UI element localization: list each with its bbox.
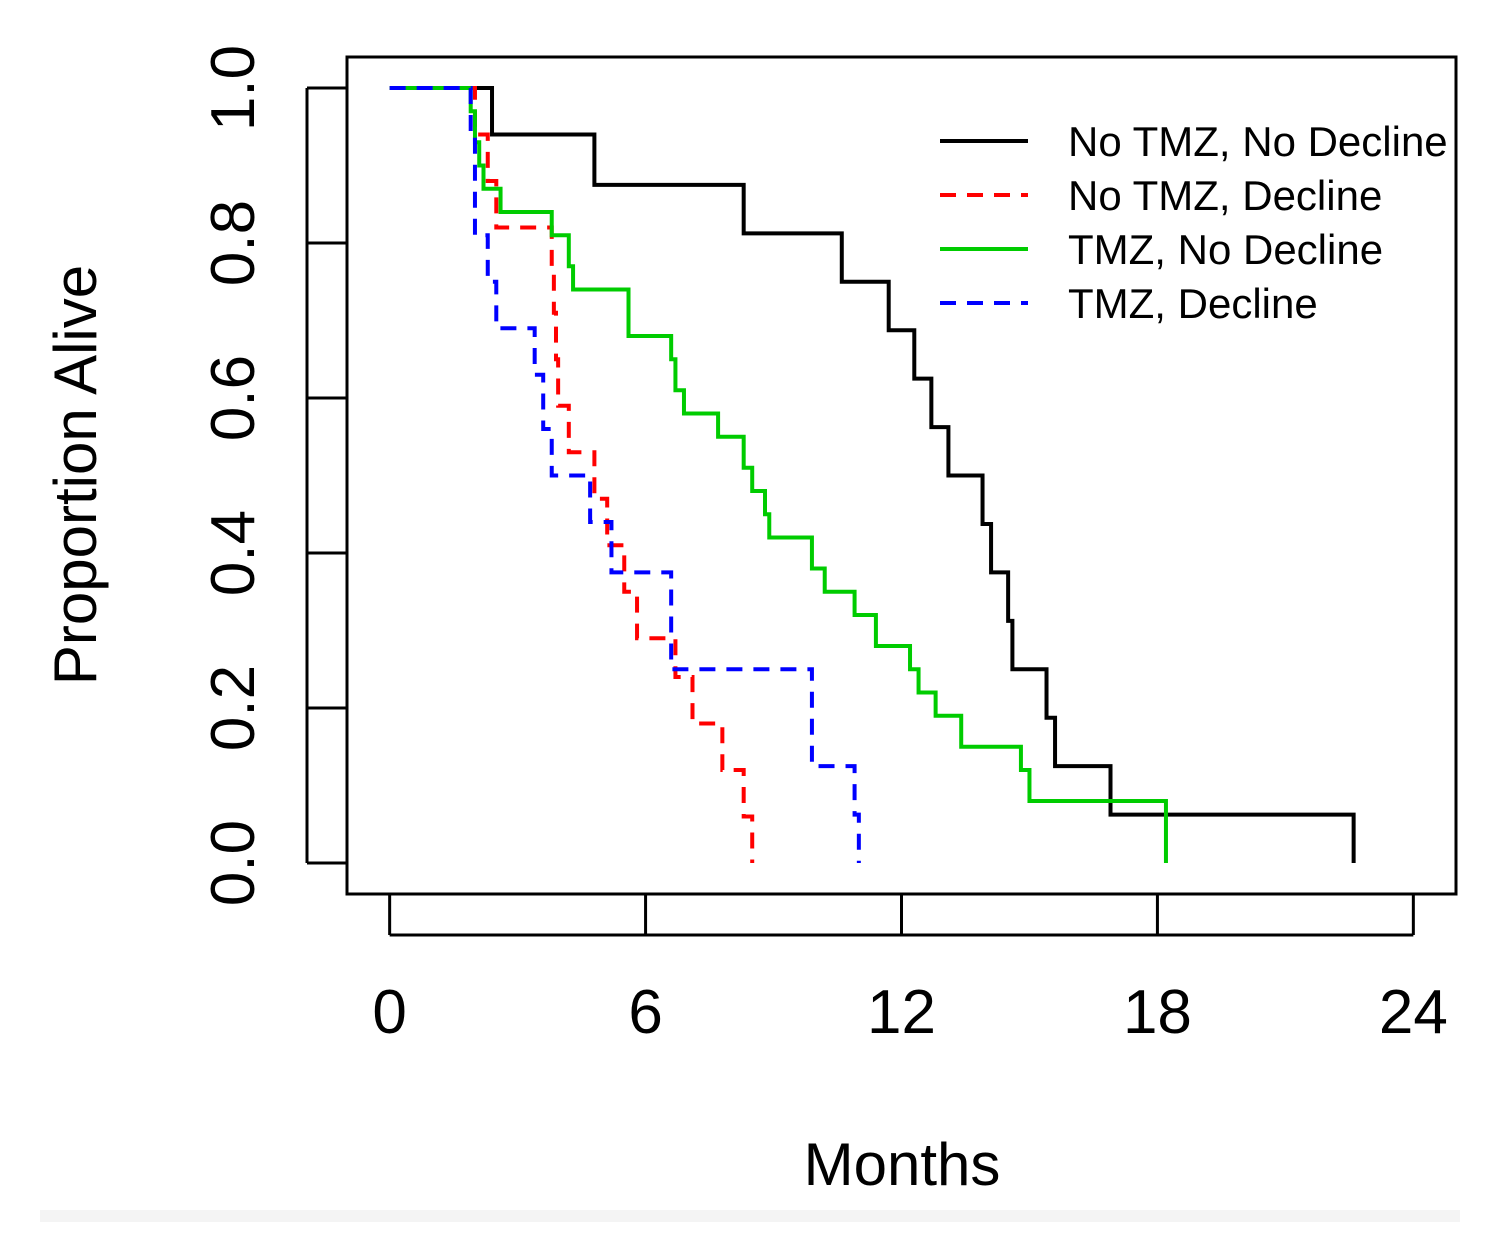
series-line-no-tmz-decline (389, 86, 755, 863)
x-axis: 0 6 12 18 24 (372, 895, 1448, 1047)
bottom-band (40, 1210, 1460, 1222)
plot-frame (345, 55, 1458, 896)
legend: No TMZ, No Decline No TMZ, Decline TMZ, … (940, 118, 1448, 327)
series-line-tmz-decline (389, 86, 861, 863)
legend-label-no-tmz-no-decline: No TMZ, No Decline (1068, 118, 1448, 165)
y-axis: 0.0 0.2 0.4 0.6 0.8 1.0 (199, 45, 347, 906)
series-line-no-tmz-no-decline (389, 86, 1356, 863)
y-axis-label: Proportion Alive (42, 265, 109, 685)
y-tick-label: 0.2 (199, 665, 268, 751)
legend-label-tmz-decline: TMZ, Decline (1068, 280, 1318, 327)
x-tick-label: 0 (372, 978, 406, 1047)
y-tick-label: 0.6 (199, 355, 268, 441)
x-tick-label: 6 (628, 978, 662, 1047)
y-tick-label: 0.0 (199, 820, 268, 906)
x-tick-label: 18 (1123, 978, 1192, 1047)
x-tick-label: 24 (1379, 978, 1448, 1047)
legend-label-tmz-no-decline: TMZ, No Decline (1068, 226, 1383, 273)
y-tick-label: 0.4 (199, 510, 268, 596)
y-tick-label: 0.8 (199, 200, 268, 286)
series-line-tmz-no-decline (389, 86, 1168, 863)
y-tick-label: 1.0 (199, 45, 268, 131)
legend-label-no-tmz-decline: No TMZ, Decline (1068, 172, 1382, 219)
x-tick-label: 12 (867, 978, 936, 1047)
series-layer (389, 86, 1356, 863)
x-axis-label: Months (804, 1131, 1001, 1198)
